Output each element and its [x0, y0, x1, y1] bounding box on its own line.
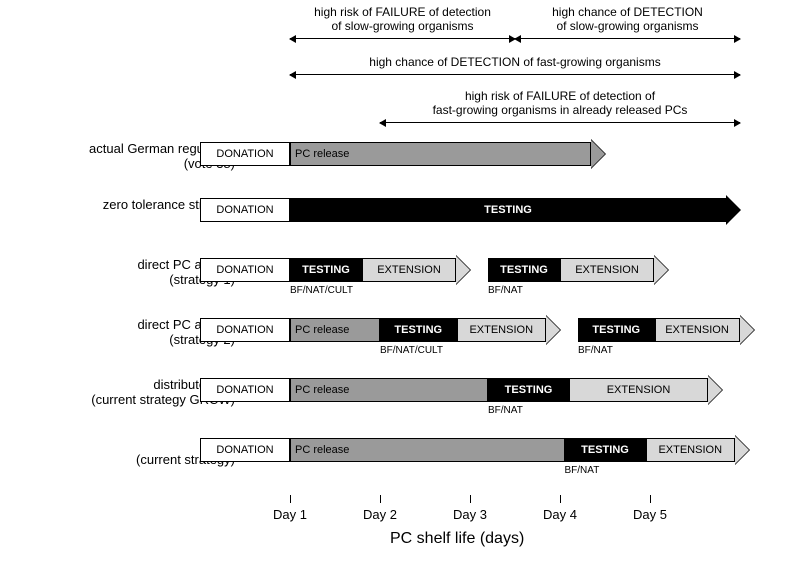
x-tick-label: Day 4 [543, 507, 577, 522]
segment: DONATION [200, 318, 290, 342]
segment-sublabel: BF/NAT [488, 405, 523, 416]
arrowhead-icon [546, 316, 560, 344]
segment: EXTENSION [362, 258, 456, 282]
arrowhead-icon [735, 436, 749, 464]
segment: DONATION [200, 258, 290, 282]
annotation-arrow-3 [380, 122, 740, 123]
strategy-row: actual German regulation (vote 38)DONATI… [0, 142, 787, 172]
annotation-text-1: high chance of DETECTION of slow-growing… [458, 6, 787, 34]
segment: TESTING [290, 258, 362, 282]
segment: TESTING [290, 198, 726, 222]
annotation-arrow-2 [290, 74, 740, 75]
arrowhead-icon [456, 256, 470, 284]
arrowhead-icon [654, 256, 668, 284]
segment: EXTENSION [560, 258, 654, 282]
segment: DONATION [200, 142, 290, 166]
strategy-row: distributed PC (current strategy GRCW)DO… [0, 378, 787, 408]
x-tick-label: Day 5 [633, 507, 667, 522]
annotation-arrow-0 [290, 38, 515, 39]
arrowhead-icon [591, 140, 605, 168]
x-tick-label: Day 3 [453, 507, 487, 522]
segment-sublabel: BF/NAT/CULT [290, 285, 353, 296]
x-tick [560, 495, 561, 503]
x-tick [290, 495, 291, 503]
annotation-text-3: high risk of FAILURE of detection of fas… [390, 90, 730, 118]
strategy-row: ILTM (current strategy)DONATIONPC releas… [0, 438, 787, 468]
strategy-row: direct PC access (strategy 2)DONATIONPC … [0, 318, 787, 348]
x-tick [380, 495, 381, 503]
x-tick-label: Day 2 [363, 507, 397, 522]
x-tick [470, 495, 471, 503]
arrowhead-icon [708, 376, 722, 404]
segment: TESTING [488, 378, 569, 402]
arrowhead-icon [726, 196, 740, 224]
segment: PC release [290, 142, 591, 166]
segment: EXTENSION [569, 378, 708, 402]
segment: TESTING [380, 318, 457, 342]
x-tick [650, 495, 651, 503]
x-axis-title: PC shelf life (days) [390, 530, 524, 548]
segment: PC release [290, 438, 565, 462]
annotation-text-2: high chance of DETECTION of fast-growing… [345, 56, 685, 70]
segment: EXTENSION [646, 438, 736, 462]
segment-sublabel: BF/NAT/CULT [380, 345, 443, 356]
segment: TESTING [488, 258, 560, 282]
segment: PC release [290, 378, 488, 402]
annotation-arrow-1 [515, 38, 740, 39]
segment-sublabel: BF/NAT [488, 285, 523, 296]
segment-sublabel: BF/NAT [565, 465, 600, 476]
arrowhead-icon [740, 316, 754, 344]
segment: DONATION [200, 378, 290, 402]
x-tick-label: Day 1 [273, 507, 307, 522]
segment: PC release [290, 318, 380, 342]
strategy-row: direct PC access (strategy 1)DONATIONTES… [0, 258, 787, 288]
segment: TESTING [578, 318, 655, 342]
segment: DONATION [200, 438, 290, 462]
strategy-row: zero tolerance strategyDONATIONTESTING [0, 198, 787, 228]
segment: TESTING [565, 438, 646, 462]
segment: EXTENSION [457, 318, 547, 342]
segment: DONATION [200, 198, 290, 222]
segment: EXTENSION [655, 318, 740, 342]
segment-sublabel: BF/NAT [578, 345, 613, 356]
